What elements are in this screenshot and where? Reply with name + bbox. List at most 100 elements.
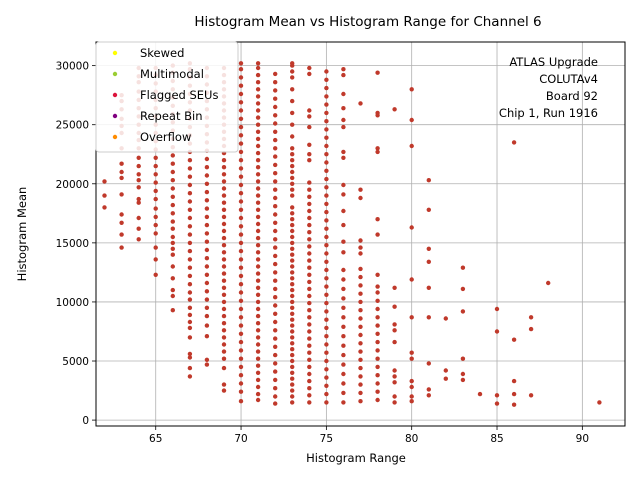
data-point xyxy=(170,153,175,158)
data-point xyxy=(238,273,244,279)
data-point xyxy=(290,311,295,316)
data-point xyxy=(221,349,227,354)
data-point xyxy=(375,315,380,320)
data-point xyxy=(102,179,107,184)
data-point xyxy=(324,309,329,314)
data-point xyxy=(273,113,278,118)
data-point xyxy=(307,371,312,377)
data-point xyxy=(170,226,175,231)
data-point xyxy=(238,348,244,353)
axis-ticks: 65 70 75 80 85 90 0 5000 10000 15000 20000 25000 300… xyxy=(56,61,589,445)
data-point xyxy=(290,370,295,375)
data-point xyxy=(204,247,210,253)
data-point xyxy=(255,391,261,397)
data-point xyxy=(273,162,278,168)
data-point xyxy=(307,293,312,299)
data-point xyxy=(375,232,380,237)
x-tick-label: 90 xyxy=(576,433,589,445)
data-point xyxy=(221,306,227,312)
data-point xyxy=(221,292,227,297)
data-point xyxy=(136,178,141,183)
y-tick-label: 15000 xyxy=(56,238,89,250)
data-point xyxy=(307,230,312,235)
data-point xyxy=(204,334,210,339)
data-point xyxy=(187,305,193,310)
data-point xyxy=(255,228,261,234)
data-point xyxy=(238,116,244,122)
data-point xyxy=(170,169,175,175)
data-point xyxy=(528,315,534,320)
data-point xyxy=(170,287,175,293)
data-point xyxy=(324,152,329,157)
data-point xyxy=(204,189,210,195)
data-point xyxy=(494,329,500,334)
data-point xyxy=(221,365,227,371)
data-point xyxy=(255,108,261,113)
data-point xyxy=(307,300,312,306)
data-point xyxy=(341,286,346,292)
data-point xyxy=(255,94,261,99)
data-point xyxy=(273,88,278,93)
data-point xyxy=(307,244,312,249)
legend-marker xyxy=(112,134,118,140)
data-point xyxy=(204,239,210,244)
data-point xyxy=(238,166,244,171)
data-point xyxy=(273,121,278,126)
data-point xyxy=(341,239,346,244)
data-point xyxy=(255,158,261,163)
data-point xyxy=(255,61,261,66)
data-point xyxy=(290,252,295,257)
data-point xyxy=(238,91,244,97)
data-point xyxy=(290,152,295,157)
data-point xyxy=(290,382,295,387)
data-point xyxy=(255,397,261,403)
data-point xyxy=(341,352,346,358)
data-point xyxy=(409,87,414,92)
data-point xyxy=(324,218,329,223)
data-point xyxy=(290,222,295,228)
y-tick-label: 10000 xyxy=(56,297,89,309)
data-point xyxy=(290,146,295,151)
data-point xyxy=(290,282,295,287)
data-point xyxy=(273,179,278,184)
data-point xyxy=(307,187,312,192)
data-point xyxy=(170,202,175,208)
data-point xyxy=(375,339,380,345)
data-point xyxy=(153,231,158,236)
data-point xyxy=(119,175,124,181)
data-point xyxy=(255,313,261,319)
data-point xyxy=(358,390,363,396)
data-point xyxy=(443,368,448,373)
data-point xyxy=(324,135,329,140)
data-point xyxy=(307,378,312,384)
data-point xyxy=(153,196,158,202)
data-point xyxy=(255,356,261,361)
data-point xyxy=(255,377,261,383)
data-point xyxy=(409,399,414,404)
data-point xyxy=(511,140,517,145)
data-point xyxy=(238,282,244,287)
data-point xyxy=(290,388,295,393)
data-point xyxy=(358,299,363,305)
data-point xyxy=(187,374,193,379)
data-point xyxy=(341,371,346,377)
data-point xyxy=(324,276,329,281)
data-point xyxy=(136,226,141,231)
data-point xyxy=(358,324,363,329)
data-point xyxy=(324,119,329,124)
x-tick-label: 75 xyxy=(320,433,333,445)
data-point xyxy=(511,391,517,397)
data-point xyxy=(307,114,312,119)
data-point xyxy=(221,382,227,387)
data-point xyxy=(238,265,244,270)
data-point xyxy=(136,196,141,202)
data-point xyxy=(324,350,329,355)
y-axis-label: Histogram Mean xyxy=(15,187,29,282)
data-point xyxy=(341,324,346,329)
data-point xyxy=(324,160,329,165)
data-point xyxy=(307,308,312,313)
data-point xyxy=(187,290,193,295)
data-point xyxy=(204,165,210,170)
data-point xyxy=(324,383,329,388)
data-point xyxy=(290,347,295,352)
